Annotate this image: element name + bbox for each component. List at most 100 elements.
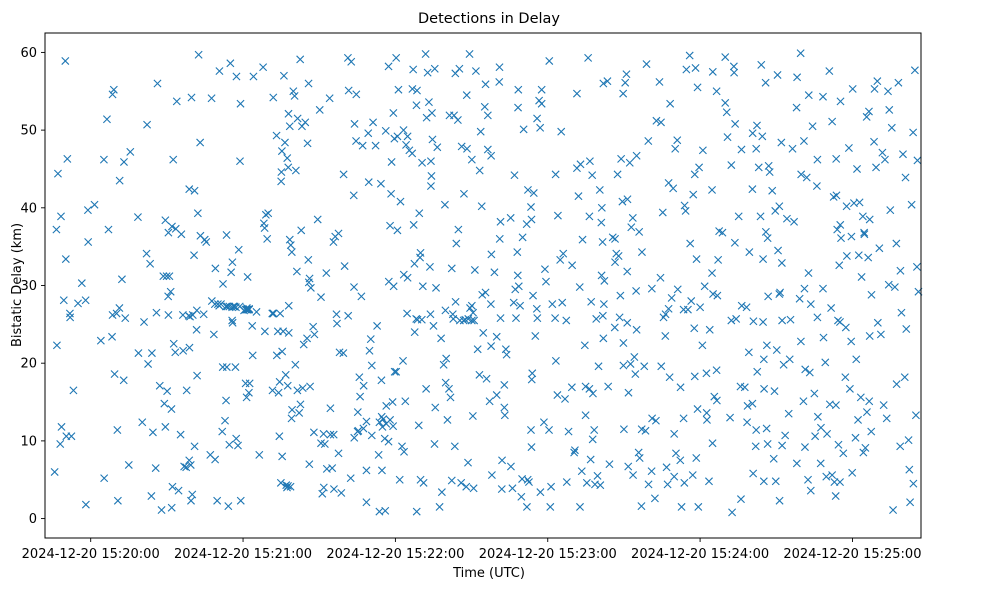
data-point [661, 310, 670, 319]
data-point [320, 440, 329, 448]
data-point [865, 332, 874, 340]
data-point [418, 282, 427, 291]
data-point [712, 366, 721, 375]
x-tick-label: 2024-12-20 15:25:00 [783, 547, 921, 562]
data-point [536, 123, 545, 132]
data-point [177, 230, 186, 239]
data-point [664, 304, 673, 313]
data-point [752, 144, 761, 153]
data-point [682, 65, 691, 74]
data-point [819, 284, 827, 293]
data-point [449, 314, 458, 323]
data-point [440, 200, 449, 209]
data-point [142, 249, 151, 258]
data-point [441, 306, 450, 315]
data-point [841, 323, 850, 332]
data-point [905, 465, 914, 474]
data-point [841, 373, 850, 382]
data-point [909, 128, 918, 137]
data-point [852, 355, 861, 364]
data-point [57, 212, 65, 221]
data-point [186, 460, 195, 469]
data-point [848, 468, 857, 477]
data-point [619, 361, 628, 370]
data-point [398, 442, 406, 451]
data-point [831, 492, 840, 501]
data-point [437, 488, 446, 497]
data-point [263, 234, 272, 243]
data-point [430, 64, 439, 73]
data-point [377, 376, 386, 385]
data-point [465, 49, 474, 58]
data-point [467, 155, 476, 164]
data-point [799, 137, 808, 145]
data-point [527, 375, 536, 384]
data-point [632, 325, 641, 334]
data-point [506, 213, 515, 222]
data-point [364, 178, 373, 187]
data-point [676, 383, 685, 392]
data-point [847, 232, 856, 241]
data-point [478, 290, 487, 299]
data-point [291, 360, 300, 369]
data-point [892, 380, 901, 389]
data-point [775, 202, 784, 211]
data-point [757, 60, 766, 69]
data-point [761, 227, 770, 236]
data-point [369, 118, 378, 127]
data-point [362, 417, 371, 426]
data-point [362, 466, 371, 475]
data-point [382, 401, 391, 410]
data-point [389, 109, 398, 118]
data-point [618, 197, 627, 206]
data-point [500, 403, 509, 412]
data-point [842, 251, 851, 260]
data-point [315, 105, 324, 114]
data-point [687, 297, 696, 306]
data-point [304, 255, 313, 264]
data-point [637, 248, 646, 257]
data-point [481, 288, 490, 297]
data-point [617, 154, 626, 163]
y-tick-label: 0 [29, 512, 37, 527]
data-point [833, 225, 842, 234]
data-point [577, 467, 586, 476]
data-point [52, 341, 61, 350]
data-point [613, 170, 622, 179]
data-point [469, 484, 478, 493]
data-point [467, 316, 476, 325]
data-point [912, 262, 921, 271]
data-point [444, 384, 453, 393]
data-point [536, 488, 545, 497]
data-point [605, 460, 614, 469]
data-point [870, 84, 879, 93]
data-point [531, 332, 540, 340]
data-point [578, 235, 587, 244]
data-point [768, 186, 777, 195]
data-point [283, 381, 292, 390]
data-point [359, 381, 368, 390]
data-point [698, 341, 707, 350]
data-point [596, 481, 605, 490]
data-point [616, 291, 625, 300]
data-point [119, 376, 128, 385]
data-point [412, 507, 421, 516]
data-point [59, 296, 68, 305]
data-point [600, 276, 609, 285]
data-point [231, 363, 240, 372]
data-point [805, 368, 814, 377]
data-point [402, 140, 411, 149]
data-point [236, 496, 245, 505]
data-point [272, 131, 281, 140]
data-point [121, 314, 130, 323]
data-point [832, 154, 841, 163]
data-point [677, 502, 686, 511]
data-point [662, 463, 671, 472]
data-point [352, 90, 361, 99]
data-point [811, 432, 820, 441]
data-point [904, 436, 913, 445]
data-point [508, 484, 517, 493]
data-point [53, 169, 62, 178]
data-point [161, 216, 170, 225]
